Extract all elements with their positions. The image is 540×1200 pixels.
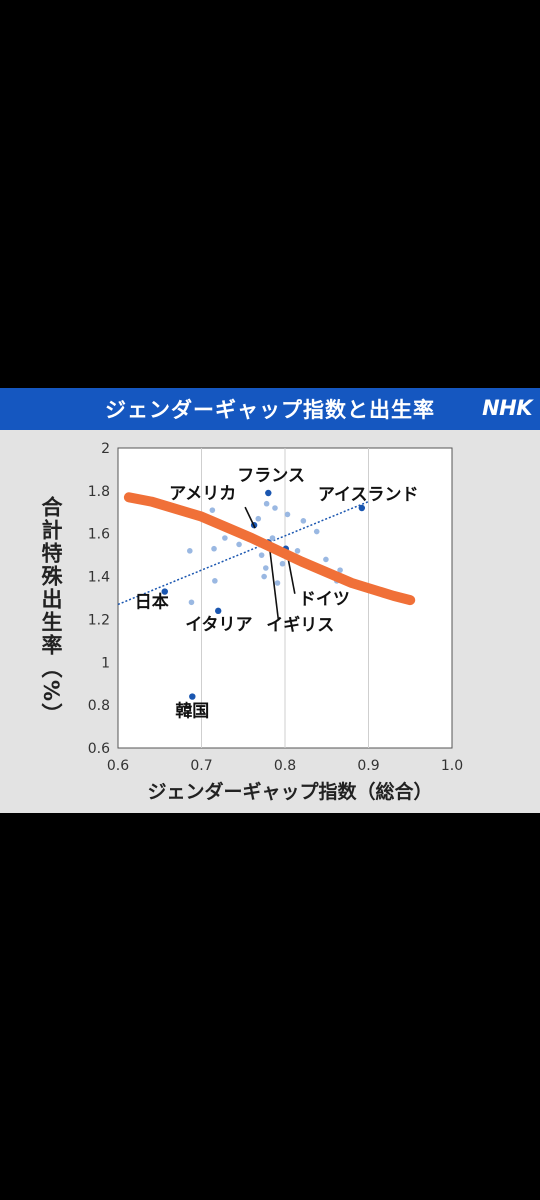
data-point [294,548,301,554]
data-point [274,580,281,586]
data-point [236,541,242,548]
data-point [209,507,216,513]
nhk-logo: NHK [482,396,532,420]
data-point [284,511,291,518]
handdrawn-annotation-line [123,492,416,606]
data-point [222,535,228,541]
y-tick-label: 1 [101,655,110,671]
y-tick-label: 1.6 [88,527,110,543]
data-point [258,552,265,558]
point-label: フランス [237,466,305,486]
leader-line [244,506,256,529]
data-point-labeled [161,588,168,595]
data-point [261,573,267,580]
point-label: イタリア [185,615,252,635]
x-tick-label: 0.9 [357,758,379,774]
point-label: アイスランド [318,485,419,505]
data-point [255,515,262,522]
data-point [188,599,195,606]
y-tick-label: 0.8 [88,698,110,714]
trend-line [117,500,369,606]
data-point [300,518,307,524]
x-axis-label: ジェンダーギャップ指数（総合） [147,780,432,803]
point-label: 日本 [135,592,169,613]
data-point [269,535,276,541]
y-tick-label: 1.4 [88,570,110,586]
point-label: 韓国 [175,701,209,722]
title-banner: ジェンダーギャップ指数と出生率 NHK [0,388,540,430]
y-tick-label: 1.8 [88,484,110,500]
leader-line [268,545,280,620]
data-point-labeled [189,693,196,700]
data-point [337,567,343,573]
data-point [262,565,269,571]
y-tick-label: 1.2 [88,612,110,628]
y-tick-label: 2 [101,441,110,457]
chart-card: ジェンダーギャップ指数と出生率 NHK 合計特殊出生率（%） 0.6 0.7 0.8… [0,388,540,813]
x-tick-label: 0.7 [190,758,212,774]
data-point [211,545,217,552]
data-point-labeled [215,607,222,615]
y-tick-label: 0.6 [88,741,110,757]
y-axis-label: 合計特殊出生率（%） [39,496,63,727]
point-label: イギリス [266,615,334,635]
chart-title: ジェンダーギャップ指数と出生率 [105,398,435,422]
x-tick-label: 0.6 [107,758,129,774]
x-tick-label: 1.0 [441,758,463,774]
point-label: ドイツ [299,590,350,610]
data-point [187,548,193,554]
data-point [212,578,218,584]
x-tick-label: 0.8 [274,758,296,774]
point-label: アメリカ [169,484,236,504]
data-point [272,505,278,511]
data-point [279,560,286,567]
data-point-labeled [358,504,366,512]
data-point [323,556,329,563]
data-point-labeled [265,489,272,497]
data-point [263,500,270,507]
scatter-chart: 0.6 0.7 0.8 0.9 1.0 0.6 0.8 1 1.2 1.4 1.6 1.8 2 ジェンダー… [88,441,463,803]
data-point [313,528,320,535]
